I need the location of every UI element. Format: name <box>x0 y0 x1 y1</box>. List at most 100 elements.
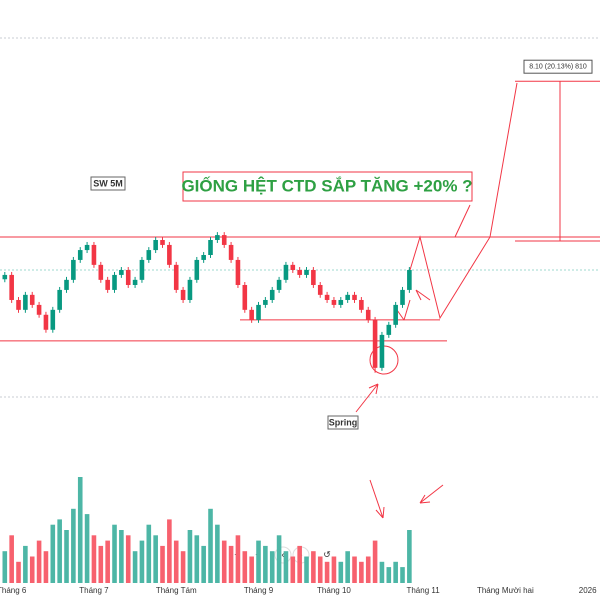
volume-bar <box>84 514 90 583</box>
candle-body <box>153 240 158 251</box>
candle-body <box>304 269 309 275</box>
candle-body <box>2 274 8 280</box>
volume-bar <box>352 556 357 583</box>
volume-bar <box>98 545 104 583</box>
candle-body <box>276 279 282 290</box>
toolbar[interactable]: − + ‹ › ↺ <box>234 546 331 564</box>
volume-bar <box>173 540 179 583</box>
volume-bar <box>36 540 42 583</box>
candle-body <box>180 289 186 300</box>
label-box <box>90 176 126 191</box>
candle-body <box>29 294 35 305</box>
candle-body <box>345 294 350 300</box>
volume-bar <box>338 561 344 583</box>
candle-body <box>173 264 179 290</box>
reset[interactable]: ↺ <box>323 549 331 559</box>
candle-body <box>297 269 302 275</box>
volume-bar <box>167 519 172 583</box>
candle-body <box>77 250 83 260</box>
volume-bar <box>372 540 378 583</box>
x-tick-label: Tháng 9 <box>244 586 274 595</box>
candle-body <box>235 259 241 285</box>
volume-bar <box>324 561 330 583</box>
projection <box>454 204 471 238</box>
candle-body <box>23 294 28 310</box>
volume-bar <box>269 551 275 583</box>
volume-bar <box>249 556 254 583</box>
x-tick-label: Tháng Tám <box>156 586 197 595</box>
x-tick-label: Tháng 11 <box>406 586 440 595</box>
candle-body <box>187 279 193 300</box>
candle-body <box>160 240 165 245</box>
volume-bar <box>91 535 97 583</box>
volume-bar <box>317 556 323 583</box>
candle-body <box>36 304 42 315</box>
candle-body <box>43 314 49 330</box>
candle-body <box>112 274 117 290</box>
candle-body <box>201 254 206 260</box>
candle-body <box>9 274 14 300</box>
x-tick-label: Tháng Mười hai <box>477 586 534 595</box>
volume-bar <box>29 556 35 583</box>
projection <box>409 82 518 320</box>
volume-bar <box>221 540 227 583</box>
volume-bar <box>119 530 124 583</box>
x-tick-label: Tháng 7 <box>79 586 109 595</box>
annotation: SW 5M <box>93 178 123 188</box>
volume-bar <box>256 540 261 583</box>
candle-body <box>359 299 364 310</box>
candle-body <box>71 259 76 280</box>
volume-bar <box>283 551 289 583</box>
volume-bar <box>208 508 213 583</box>
candle-body <box>208 240 213 255</box>
volume-bar <box>194 535 200 583</box>
annotation: Spring <box>329 417 358 427</box>
volume-bar <box>105 540 110 583</box>
candle-body <box>64 279 69 290</box>
candle-body <box>263 299 268 305</box>
volume-bar <box>125 535 131 583</box>
volume-bar <box>228 545 234 583</box>
candle-body <box>84 244 90 251</box>
measure-label-box <box>523 59 593 74</box>
candle-body <box>338 299 344 305</box>
label-box <box>327 415 359 430</box>
candle-body <box>119 269 124 275</box>
candle-body <box>372 319 378 368</box>
volume-bar <box>276 535 282 583</box>
chart-title: GIỐNG HỆT CTD SẮP TĂNG +20% ? <box>181 175 472 195</box>
volume-bar <box>153 535 158 583</box>
volume-bar <box>57 519 62 583</box>
candle-body <box>16 299 21 310</box>
arrow <box>396 289 431 321</box>
volume-bar <box>304 556 309 583</box>
candle-body <box>386 324 392 335</box>
volume-bar <box>9 535 14 583</box>
candle-body <box>352 294 357 300</box>
volume-bar <box>146 524 152 583</box>
scroll-left-icon[interactable]: ‹ <box>282 549 285 559</box>
volume-bar <box>263 545 268 583</box>
volume-bar <box>365 556 371 583</box>
arrow <box>355 383 379 413</box>
volume-bar <box>64 530 69 583</box>
candle-body <box>167 244 172 265</box>
candle-body <box>393 304 398 325</box>
volume-bar <box>132 551 138 583</box>
candle-body <box>98 264 104 280</box>
volume-bar <box>180 551 186 583</box>
volume-bar <box>23 545 28 583</box>
x-tick-label: Tháng 10 <box>317 586 351 595</box>
volume-bar <box>77 477 83 583</box>
volume-bar <box>393 561 398 583</box>
volume-bar <box>242 551 248 583</box>
candle-body <box>125 269 131 285</box>
volume-bar <box>400 567 405 583</box>
arrow <box>369 479 444 519</box>
x-tick-label: 2026 <box>579 586 597 595</box>
volume-bar <box>139 540 145 583</box>
volume-bar <box>160 545 165 583</box>
volume-bar <box>359 561 364 583</box>
title-box <box>182 171 473 202</box>
